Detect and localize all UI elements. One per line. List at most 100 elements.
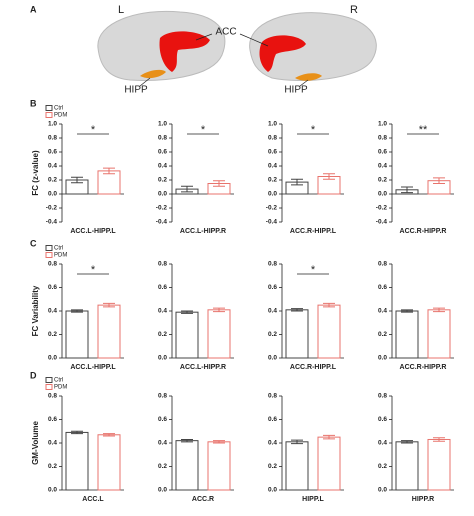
- y-tick-label: 0.2: [268, 177, 277, 184]
- hipp-pointer: [299, 79, 309, 87]
- bar: [285, 441, 309, 491]
- y-tick-label: 0.8: [268, 261, 277, 268]
- error-bar: [71, 176, 83, 184]
- x-label: ACC.L-HIPP.R: [180, 364, 226, 371]
- y-tick-label: 0.2: [268, 463, 277, 470]
- legend-label: Ctrl: [54, 246, 63, 252]
- y-tick-label: 0.0: [378, 487, 387, 494]
- panel-label: A: [30, 4, 37, 14]
- error-bar: [323, 173, 335, 180]
- y-tick-label: 1.0: [48, 121, 57, 128]
- y-tick-label: 0.6: [48, 149, 57, 156]
- y-tick-label: 0.6: [158, 416, 167, 423]
- legend-swatch: [45, 105, 53, 111]
- y-tick-label: 0.2: [158, 331, 167, 338]
- region-label: ACC: [215, 27, 236, 38]
- bar: [395, 441, 419, 491]
- y-tick-label: 1.0: [158, 121, 167, 128]
- y-tick-label: -0.2: [46, 205, 58, 212]
- y-tick-label: 0.8: [378, 393, 387, 400]
- error-bar: [103, 433, 115, 437]
- significance-label: *: [201, 124, 206, 136]
- bar: [65, 310, 89, 359]
- y-label: GM-Volume: [31, 421, 40, 465]
- side-label: R: [350, 4, 358, 16]
- error-bar: [213, 307, 225, 313]
- x-label: ACC.L: [82, 496, 104, 503]
- y-tick-label: 0.4: [48, 308, 57, 315]
- legend-swatch: [45, 252, 53, 258]
- x-label: ACC.R-HIPP.R: [400, 364, 447, 371]
- y-tick-label: 0.0: [158, 487, 167, 494]
- bar: [97, 434, 121, 491]
- y-tick-label: 0.6: [48, 416, 57, 423]
- x-label: ACC.R-HIPP.R: [400, 228, 447, 235]
- acc-left: [159, 31, 210, 73]
- x-label: ACC.L-HIPP.L: [70, 364, 116, 371]
- y-tick-label: 0.4: [48, 163, 57, 170]
- y-tick-label: -0.4: [156, 219, 168, 226]
- y-tick-label: 0.0: [48, 487, 57, 494]
- y-tick-label: 0.8: [158, 261, 167, 268]
- y-tick-label: 0.2: [378, 331, 387, 338]
- error-bar: [213, 440, 225, 444]
- y-tick-label: 0.2: [158, 463, 167, 470]
- x-label: ACC.R: [192, 496, 214, 503]
- y-tick-label: -0.2: [156, 205, 168, 212]
- y-tick-label: 0.4: [158, 308, 167, 315]
- error-bar: [433, 177, 445, 184]
- error-bar: [291, 439, 303, 445]
- x-label: ACC.R-HIPP.L: [290, 228, 337, 235]
- y-tick-label: -0.4: [46, 219, 58, 226]
- y-tick-label: 1.0: [378, 121, 387, 128]
- y-tick-label: 0.0: [378, 191, 387, 198]
- bar: [97, 304, 121, 359]
- bar: [317, 304, 341, 359]
- y-tick-label: 0.0: [48, 355, 57, 362]
- y-tick-label: 0.0: [158, 191, 167, 198]
- error-bar: [103, 167, 115, 175]
- y-tick-label: 0.8: [48, 135, 57, 142]
- y-tick-label: 0.0: [158, 355, 167, 362]
- y-tick-label: 0.6: [378, 284, 387, 291]
- legend-label: Ctrl: [54, 378, 63, 384]
- error-bar: [401, 309, 413, 313]
- y-tick-label: 0.8: [48, 261, 57, 268]
- y-tick-label: 0.6: [48, 284, 57, 291]
- error-bar: [181, 438, 193, 443]
- bar: [427, 309, 451, 359]
- y-tick-label: -0.2: [266, 205, 278, 212]
- y-label: FC (z-value): [31, 150, 40, 196]
- region-label: HIPP: [124, 85, 148, 96]
- x-label: HIPP.R: [412, 496, 434, 503]
- y-tick-label: 0.4: [378, 308, 387, 315]
- hipp-pointer: [139, 77, 151, 87]
- bar: [207, 309, 231, 359]
- legend-label: Ctrl: [54, 106, 63, 112]
- y-tick-label: 1.0: [268, 121, 277, 128]
- y-tick-label: 0.4: [378, 440, 387, 447]
- y-tick-label: 0.6: [158, 149, 167, 156]
- y-tick-label: -0.2: [376, 205, 388, 212]
- y-tick-label: 0.6: [378, 416, 387, 423]
- y-tick-label: 0.0: [48, 191, 57, 198]
- y-tick-label: -0.4: [376, 219, 388, 226]
- y-label: FC Variability: [31, 285, 40, 336]
- error-bar: [103, 302, 115, 308]
- error-bar: [181, 310, 193, 314]
- significance-label: *: [91, 124, 96, 136]
- acc-right: [259, 35, 306, 72]
- error-bar: [213, 180, 225, 187]
- bar: [427, 438, 451, 491]
- error-bar: [433, 437, 445, 442]
- bar: [65, 431, 89, 491]
- y-tick-label: 0.6: [268, 149, 277, 156]
- legend-label: PDM: [54, 253, 67, 259]
- bar: [97, 170, 121, 195]
- y-tick-label: -0.4: [266, 219, 278, 226]
- error-bar: [181, 185, 193, 193]
- significance-label: *: [311, 264, 316, 276]
- y-tick-label: 0.8: [48, 393, 57, 400]
- significance-label: *: [91, 264, 96, 276]
